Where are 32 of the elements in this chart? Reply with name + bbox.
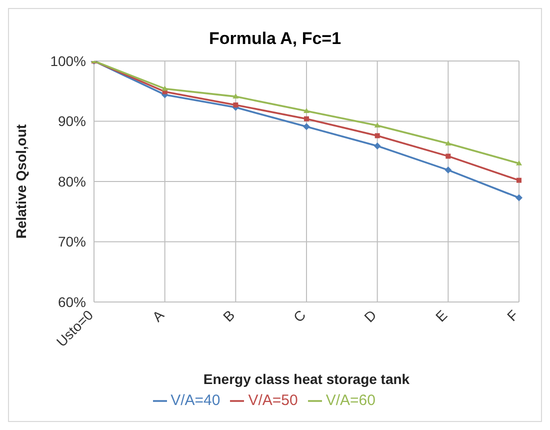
point <box>233 102 238 108</box>
x-tick-label: F <box>504 306 522 324</box>
point <box>162 86 168 91</box>
legend-label: V/A=40 <box>170 392 220 409</box>
chart-title: Formula A, Fc=1 <box>208 29 342 49</box>
legend-label: V/A=60 <box>326 392 376 409</box>
point <box>446 154 451 159</box>
point <box>374 142 381 150</box>
y-axis-title: Relative Qsol,out <box>12 124 29 239</box>
x-tick-label: B <box>220 306 238 325</box>
point <box>374 133 380 138</box>
y-tick-label: 90% <box>58 113 86 130</box>
point <box>516 178 522 183</box>
point <box>232 94 239 99</box>
y-tick-label: 70% <box>58 234 86 250</box>
x-tick-label: E <box>432 306 450 325</box>
point <box>304 116 309 122</box>
y-tick-label: 60% <box>58 294 86 310</box>
y-tick-label: 80% <box>58 173 86 190</box>
x-tick-label: D <box>360 306 380 326</box>
point <box>374 122 380 128</box>
point <box>445 140 452 146</box>
x-tick-label: A <box>149 306 168 325</box>
y-tick-label: 100% <box>50 52 86 69</box>
point <box>304 108 310 114</box>
x-tick-label: C <box>290 306 309 326</box>
legend-label: V/A=50 <box>248 392 298 409</box>
point <box>516 160 522 166</box>
point <box>516 194 522 202</box>
point <box>444 166 452 174</box>
x-axis-title: Energy class heat storage tank <box>203 371 410 387</box>
point <box>303 123 310 130</box>
